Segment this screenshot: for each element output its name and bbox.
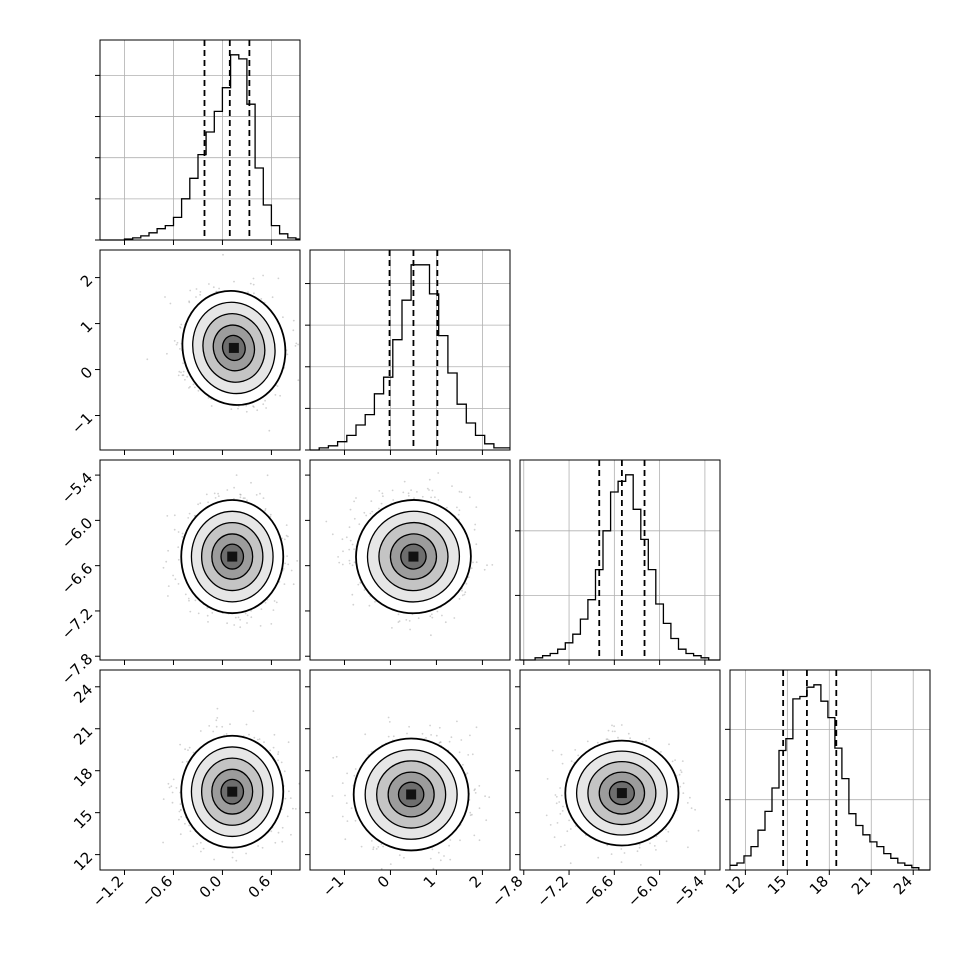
contour-line [397, 781, 425, 808]
scatter-panel-4 [309, 669, 511, 871]
panel-frame [99, 669, 301, 871]
contour-line [575, 750, 668, 836]
x-tick-label: −1.2 [89, 872, 127, 910]
histogram-panel-0 [95, 39, 301, 241]
contour-line [389, 533, 438, 580]
contour-line [387, 771, 435, 818]
contour-line [376, 760, 447, 829]
contour-line [212, 324, 256, 372]
contour-line [400, 543, 427, 570]
y-tick-label: 15 [70, 806, 96, 832]
x-tick-label: 0.0 [196, 872, 226, 902]
density-peak [227, 786, 238, 797]
histogram-step [520, 474, 720, 661]
y-tick-label: 1 [77, 317, 96, 336]
histogram-step [310, 264, 510, 451]
x-tick-label: 1 [420, 872, 439, 891]
histogram-panel-1 [305, 249, 511, 451]
density-peak [227, 551, 238, 562]
x-tick-label: 24 [890, 872, 916, 898]
panel-frame [309, 249, 511, 451]
density-peak [616, 788, 627, 799]
contour-line [564, 739, 680, 847]
contour-line [180, 499, 285, 615]
x-tick-label: −6.6 [579, 872, 617, 910]
x-tick-label: −7.8 [488, 872, 526, 910]
contour-line [587, 760, 657, 826]
contour-line [180, 734, 285, 849]
contour-line [220, 778, 245, 805]
panel-frame [729, 669, 931, 871]
panel-frame [99, 39, 301, 241]
y-tick-label: −7.8 [58, 650, 96, 688]
x-tick-label: −1 [319, 872, 347, 900]
x-tick-label: 0 [374, 872, 393, 891]
y-tick-label: 2 [77, 271, 96, 290]
panel-content [545, 724, 700, 866]
panel-frame [519, 459, 721, 661]
contour-line [192, 301, 276, 395]
y-tick-label: −5.4 [58, 469, 96, 507]
contour-line [598, 771, 646, 815]
contour-line [211, 533, 254, 580]
x-tick-label: 18 [806, 872, 832, 898]
histogram-panel-3 [725, 669, 931, 871]
contour-line [200, 757, 264, 826]
contour-line [378, 521, 449, 592]
panel-frame [519, 669, 721, 871]
y-tick-label: −7.2 [58, 605, 96, 643]
x-tick-label: −5.4 [669, 872, 707, 910]
histogram-step [100, 54, 300, 241]
y-tick-label: −1 [68, 409, 96, 437]
y-tick-label: −6.0 [58, 514, 96, 552]
y-tick-label: 0 [77, 363, 96, 382]
panel-content [162, 474, 299, 629]
contour-line [202, 313, 266, 383]
panel-content [331, 716, 491, 870]
panel-frame [99, 459, 301, 661]
panel-frame [99, 249, 301, 451]
contour-line [352, 737, 470, 852]
contour-line [190, 510, 274, 603]
scatter-panel-3 [99, 669, 301, 871]
panel-content [162, 707, 300, 870]
scatter-panel-1 [99, 459, 301, 661]
contour-line [364, 749, 458, 840]
histogram-step [730, 684, 930, 871]
x-tick-label: 15 [764, 872, 790, 898]
x-tick-label: −0.6 [138, 872, 176, 910]
contour-line [190, 746, 274, 838]
y-tick-label: 18 [70, 764, 96, 790]
x-tick-label: −7.2 [533, 872, 571, 910]
scatter-panel-0 [99, 249, 301, 451]
density-peak [408, 551, 419, 562]
contour-line [220, 543, 245, 570]
x-tick-label: −6.0 [624, 872, 662, 910]
scatter-panel-5 [519, 669, 721, 871]
x-tick-label: 21 [848, 872, 874, 898]
contour-line [366, 510, 461, 603]
contour-line [211, 768, 254, 815]
density-peak [406, 789, 417, 800]
y-tick-label: 21 [70, 722, 96, 748]
contour-line [221, 334, 246, 362]
x-tick-label: 12 [722, 872, 748, 898]
x-tick-label: 2 [466, 872, 485, 891]
scatter-panel-2 [309, 459, 511, 661]
contour-line [200, 521, 264, 592]
panel-content [325, 472, 494, 637]
y-tick-label: −6.6 [58, 559, 96, 597]
histogram-panel-2 [515, 459, 721, 661]
x-tick-label: 0.6 [245, 872, 275, 902]
panel-content [146, 253, 300, 432]
contour-line [181, 289, 287, 406]
contour-line [355, 499, 472, 615]
panel-frame [309, 669, 511, 871]
panel-frame [309, 459, 511, 661]
y-tick-label: 12 [70, 848, 96, 874]
contour-line [608, 780, 635, 806]
density-peak [228, 342, 239, 353]
